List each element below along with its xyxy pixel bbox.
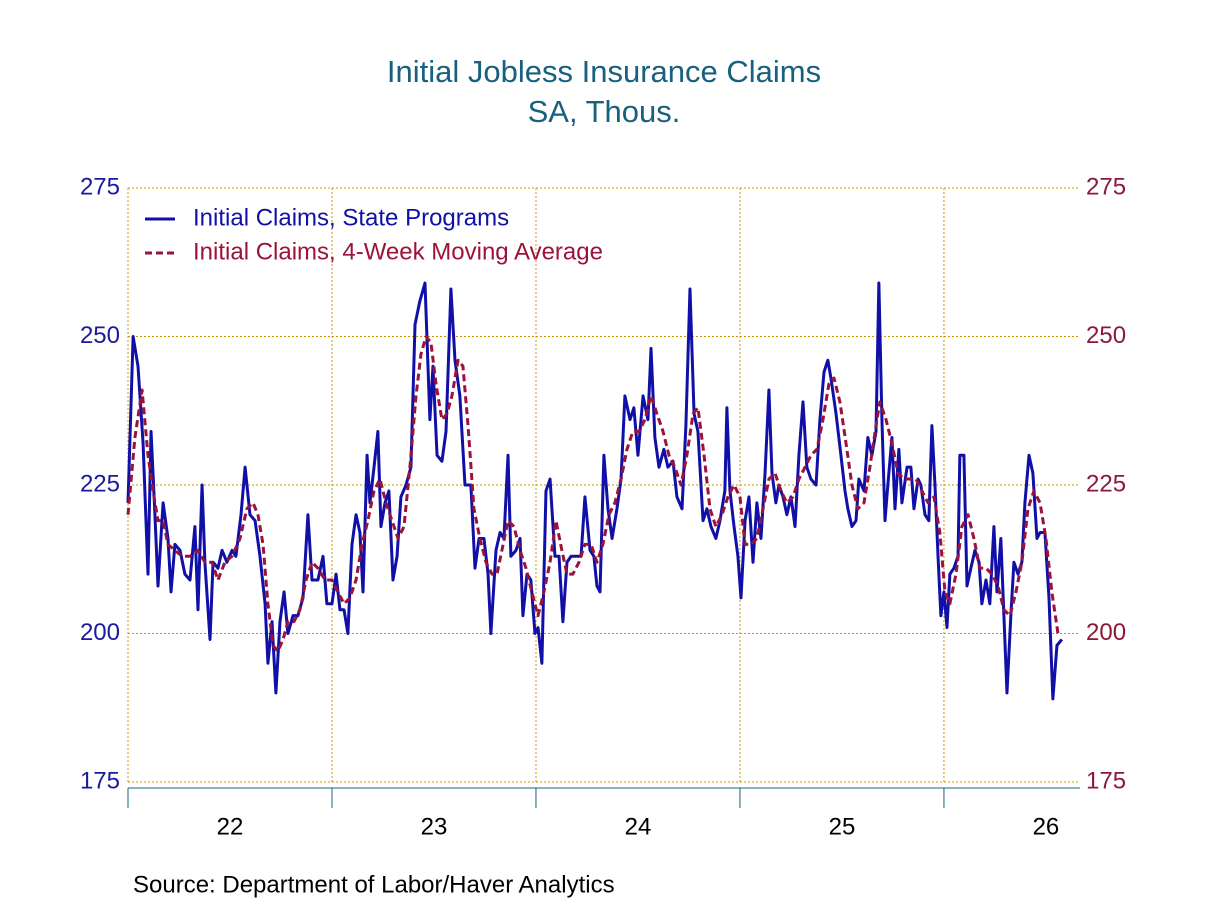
y-tick-label: 250 <box>80 322 120 349</box>
x-tick-label: 26 <box>1033 813 1060 840</box>
y2-tick-label: 225 <box>1086 470 1126 497</box>
source-note: Source: Department of Labor/Haver Analyt… <box>133 871 615 898</box>
chart-title: Initial Jobless Insurance Claims <box>387 54 821 89</box>
y2-tick-label: 275 <box>1086 173 1126 200</box>
y2-tick-label: 175 <box>1086 767 1126 794</box>
legend-label: Initial Claims, State Programs <box>193 204 509 231</box>
y-tick-label: 225 <box>80 470 120 497</box>
y-tick-label: 175 <box>80 767 120 794</box>
y2-tick-label: 200 <box>1086 619 1126 646</box>
x-tick-label: 23 <box>421 813 448 840</box>
x-tick-label: 25 <box>829 813 856 840</box>
x-tick-label: 24 <box>625 813 652 840</box>
y-tick-label: 275 <box>80 173 120 200</box>
x-tick-label: 22 <box>217 813 244 840</box>
chart-subtitle: SA, Thous. <box>528 94 681 129</box>
series-line <box>126 335 1060 653</box>
legend-label: Initial Claims, 4-Week Moving Average <box>193 238 603 265</box>
series-line <box>126 281 1064 701</box>
y2-tick-label: 250 <box>1086 322 1126 349</box>
y-tick-label: 200 <box>80 619 120 646</box>
